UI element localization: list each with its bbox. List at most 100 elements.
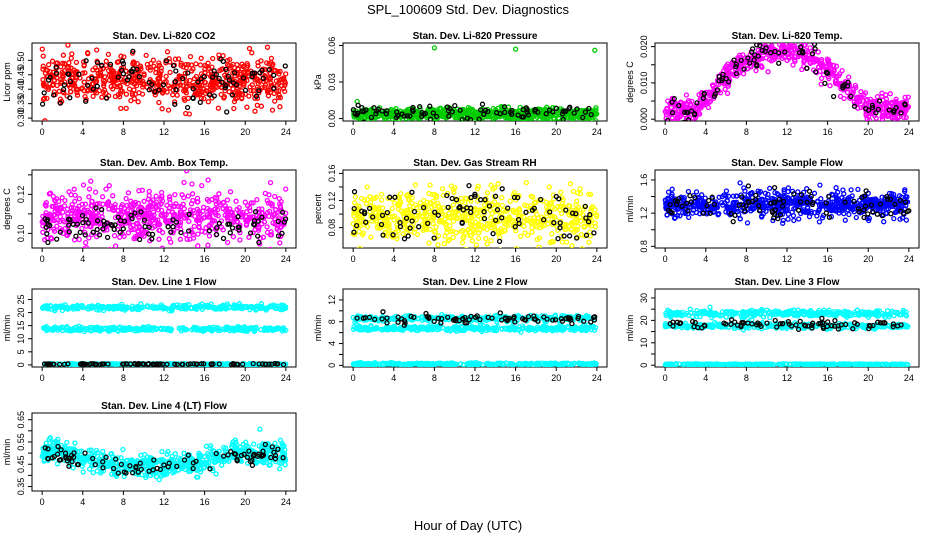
data-point: [59, 195, 65, 201]
data-point: [166, 194, 173, 200]
data-point: [83, 98, 89, 104]
data-point: [829, 199, 836, 205]
data-point: [762, 190, 768, 196]
data-point: [123, 91, 130, 97]
data-point: [146, 188, 152, 195]
data-point: [722, 86, 728, 92]
data-point: [889, 99, 895, 105]
data-point: [111, 232, 118, 239]
data-point: [475, 235, 482, 242]
data-point: [130, 66, 136, 72]
data-point: [208, 304, 214, 310]
data-point: [51, 226, 57, 232]
data-point: [101, 74, 108, 80]
data-point: [673, 106, 679, 113]
data-point: [112, 222, 118, 228]
data-point: [270, 61, 276, 67]
data-point: [733, 64, 739, 70]
data-point: [859, 194, 865, 201]
data-point: [430, 110, 436, 116]
data-point: [142, 223, 148, 230]
data-point: [891, 215, 897, 222]
data-point: [172, 101, 178, 107]
data-point: [490, 186, 496, 192]
data-point: [499, 186, 505, 192]
data-point: [86, 194, 92, 200]
data-point: [51, 212, 57, 218]
data-point: [902, 101, 908, 107]
data-point: [43, 200, 49, 206]
data-point: [65, 43, 71, 48]
x-tick-label: 4: [703, 127, 708, 137]
data-point: [264, 224, 270, 230]
data-point: [226, 63, 232, 69]
data-point: [560, 116, 566, 121]
data-point: [254, 102, 260, 108]
data-point: [844, 89, 851, 96]
data-point: [555, 235, 561, 242]
data-point: [121, 218, 128, 224]
data-point: [172, 56, 179, 62]
data-point: [879, 212, 885, 219]
data-point: [183, 232, 189, 238]
data-point: [173, 219, 180, 225]
data-point: [874, 211, 881, 217]
data-point: [688, 199, 694, 205]
data-point: [268, 55, 275, 62]
data-point: [469, 106, 476, 113]
data-point: [378, 197, 385, 203]
data-point: [259, 206, 265, 212]
data-point: [473, 109, 479, 116]
data-point: [588, 111, 594, 118]
y-tick-label: 0.50: [16, 52, 26, 70]
data-point: [804, 186, 810, 192]
x-tick-label: 0: [663, 127, 668, 137]
data-point: [862, 90, 869, 96]
data-point: [255, 209, 261, 215]
data-point: [83, 58, 89, 64]
data-point: [123, 195, 129, 202]
data-point: [545, 216, 551, 223]
data-point: [892, 110, 898, 116]
data-point: [440, 205, 446, 211]
data-point: [735, 54, 741, 61]
data-point: [67, 88, 74, 95]
data-point: [568, 257, 572, 261]
data-point: [40, 77, 46, 83]
data-point: [870, 209, 876, 215]
x-tick-label: 12: [470, 127, 480, 137]
data-point: [185, 70, 191, 76]
data-point: [791, 217, 797, 224]
data-point: [532, 200, 538, 206]
data-point: [792, 46, 798, 52]
data-point: [669, 186, 675, 192]
data-point: [752, 198, 759, 204]
data-point: [118, 105, 124, 112]
data-point: [161, 79, 168, 85]
data-point: [752, 196, 759, 202]
data-point: [97, 70, 104, 76]
data-point: [386, 227, 392, 233]
data-point: [780, 198, 787, 205]
data-point: [791, 43, 797, 48]
data-point: [62, 197, 68, 204]
data-point: [104, 200, 111, 206]
data-point: [536, 235, 543, 241]
data-point: [851, 103, 858, 109]
data-point: [202, 79, 208, 85]
data-point: [863, 100, 870, 107]
data-point: [84, 82, 91, 88]
data-point: [749, 46, 756, 52]
data-point: [458, 195, 465, 202]
data-point: [98, 249, 102, 253]
data-point: [182, 97, 188, 103]
data-point: [697, 202, 703, 208]
data-point: [85, 306, 92, 312]
data-point: [902, 94, 908, 101]
data-point: [499, 215, 505, 221]
data-point: [384, 209, 390, 216]
data-point: [875, 106, 882, 113]
data-point: [141, 72, 147, 78]
data-point: [214, 305, 220, 311]
x-tick-label: 20: [240, 127, 250, 137]
